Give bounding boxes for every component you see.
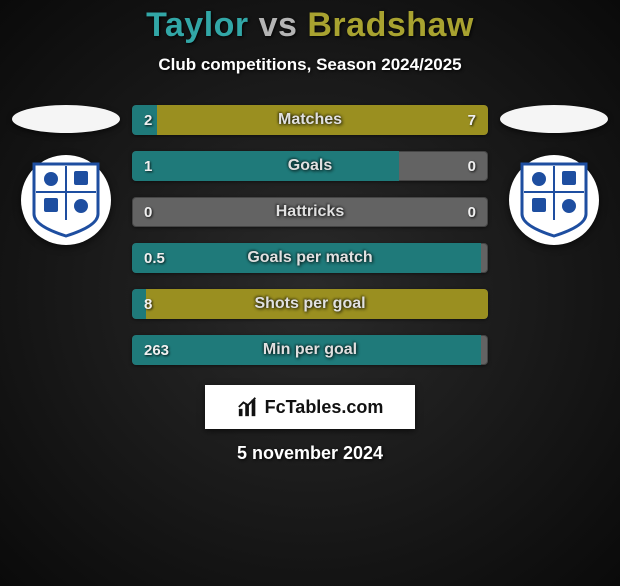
bar-left-fill [132,105,157,135]
vs-separator: vs [259,6,298,44]
bar-left-fill [132,151,399,181]
bar-right-fill [146,289,488,319]
bar-left-fill [132,335,481,365]
stat-bar: 27Matches [132,105,488,135]
page-title: Taylor vs Bradshaw [0,6,620,45]
stat-bar: 0.5Goals per match [132,243,488,273]
bar-right-value: 0 [468,197,476,227]
comparison-bars: 27Matches10Goals00Hattricks0.5Goals per … [126,105,494,365]
bar-left-fill [132,243,481,273]
main-row: 27Matches10Goals00Hattricks0.5Goals per … [0,105,620,365]
stat-bar: 10Goals [132,151,488,181]
date-line: 5 november 2024 [0,443,620,464]
right-crest-column [494,105,614,245]
footer-brand-text: FcTables.com [265,397,384,418]
player1-club-crest [21,155,111,245]
player2-photo-placeholder [500,105,608,133]
bar-label: Hattricks [132,197,488,227]
player1-photo-placeholder [12,105,120,133]
player2-club-crest [509,155,599,245]
subtitle: Club competitions, Season 2024/2025 [0,55,620,75]
stat-bar: 0 0Hattricks [132,197,488,227]
stat-bar: 263Min per goal [132,335,488,365]
player2-name: Bradshaw [307,6,474,44]
stat-bar: 8Shots per goal [132,289,488,319]
bar-right-fill [157,105,488,135]
bar-left-value: 0 [144,197,152,227]
bar-right-value: 0 [468,151,476,181]
player1-name: Taylor [146,6,249,44]
chart-icon [237,396,259,418]
bar-left-fill [132,289,146,319]
left-crest-column [6,105,126,245]
footer-brand-badge: FcTables.com [205,385,415,429]
